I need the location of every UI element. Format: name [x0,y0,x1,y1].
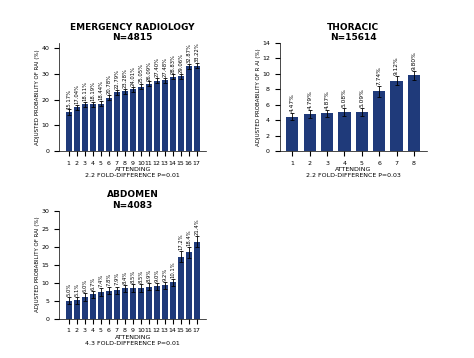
Text: 9.80%: 9.80% [411,51,416,70]
Bar [154,286,160,319]
Bar [90,295,96,319]
Text: 8.4%: 8.4% [122,270,127,284]
Text: 5.1%: 5.1% [74,282,79,296]
Bar [373,91,385,151]
Text: 22.79%: 22.79% [114,69,119,89]
Text: 7.74%: 7.74% [377,66,382,85]
Text: 18.11%: 18.11% [82,81,87,101]
Bar [162,80,167,151]
Text: 4.79%: 4.79% [307,91,312,110]
Bar [186,252,191,319]
Text: 28.83%: 28.83% [170,54,175,73]
Bar [338,112,351,151]
Bar [146,286,152,319]
Bar [74,107,80,151]
Text: 8.9%: 8.9% [146,268,151,282]
Bar [90,104,96,151]
Y-axis label: ADJUSTED PROBABILITY OF RAI (%): ADJUSTED PROBABILITY OF RAI (%) [35,49,40,145]
Text: 7.8%: 7.8% [106,272,111,286]
Bar [66,112,72,151]
Text: 7.4%: 7.4% [98,274,103,287]
Text: 27.40%: 27.40% [154,57,159,77]
Text: 18.4%: 18.4% [186,229,191,246]
Bar [194,242,200,319]
Bar [106,98,111,151]
Bar [138,288,144,319]
Text: 18.19%: 18.19% [90,81,95,101]
Bar [304,114,316,151]
Text: 9.2%: 9.2% [162,267,167,281]
Bar [82,297,88,319]
Bar [138,87,144,151]
Bar [130,288,136,319]
X-axis label: ATTENDING
2.2 FOLD-DIFFERENCE P=0.01: ATTENDING 2.2 FOLD-DIFFERENCE P=0.01 [85,167,180,178]
Text: 8.5%: 8.5% [138,270,143,283]
Bar [82,105,88,151]
Bar [321,113,333,151]
Text: 5.08%: 5.08% [342,88,347,107]
Bar [98,292,103,319]
Text: 17.04%: 17.04% [74,84,79,104]
Text: 23.28%: 23.28% [122,68,127,88]
Text: 33.22%: 33.22% [194,43,199,62]
Bar [286,117,299,151]
Bar [170,282,175,319]
Title: ABDOMEN
N=4083: ABDOMEN N=4083 [107,190,159,210]
Text: 9.12%: 9.12% [394,57,399,75]
Bar [154,81,160,151]
Text: 5.09%: 5.09% [359,88,365,107]
Title: EMERGENCY RADIOLOGY
N=4815: EMERGENCY RADIOLOGY N=4815 [71,23,195,42]
Text: 15.17%: 15.17% [66,89,71,109]
Bar [194,66,200,151]
Text: 9.0%: 9.0% [154,268,159,281]
Text: 6.7%: 6.7% [90,276,95,290]
Bar [186,67,191,151]
X-axis label: ATTENDING
4.3 FOLD-DIFFERENCE P=0.01: ATTENDING 4.3 FOLD-DIFFERENCE P=0.01 [85,335,180,345]
Bar [122,288,128,319]
Bar [356,112,368,151]
Text: 20.78%: 20.78% [106,74,111,94]
Title: THORACIC
N=15614: THORACIC N=15614 [327,23,379,42]
Text: 32.87%: 32.87% [186,43,191,63]
Y-axis label: ADJUSTED PROBABILITY OF RAI (%): ADJUSTED PROBABILITY OF RAI (%) [35,217,40,313]
Text: 29.06%: 29.06% [178,53,183,73]
Bar [162,285,167,319]
Bar [122,91,128,151]
X-axis label: ATTENDING
2.2 FOLD-DIFFERENCE P=0.03: ATTENDING 2.2 FOLD-DIFFERENCE P=0.03 [306,167,401,178]
Text: 24.01%: 24.01% [130,66,135,86]
Text: 26.09%: 26.09% [146,61,151,81]
Y-axis label: ADJUSTED PROBABILITY OF R AI (%): ADJUSTED PROBABILITY OF R AI (%) [255,48,261,146]
Bar [170,77,175,151]
Bar [408,76,420,151]
Bar [98,103,103,151]
Bar [178,76,183,151]
Text: 4.87%: 4.87% [325,90,329,109]
Bar [74,300,80,319]
Text: 10.1%: 10.1% [170,261,175,277]
Text: 5.0%: 5.0% [66,283,71,296]
Bar [130,89,136,151]
Text: 21.4%: 21.4% [194,218,199,235]
Bar [178,257,183,319]
Text: 7.9%: 7.9% [114,272,119,285]
Bar [106,290,111,319]
Bar [114,92,119,151]
Bar [146,84,152,151]
Text: 8.5%: 8.5% [130,270,135,283]
Bar [391,81,402,151]
Text: 25.05%: 25.05% [138,63,143,83]
Text: 17.2%: 17.2% [178,233,183,250]
Text: 6.0%: 6.0% [82,279,87,292]
Text: 18.44%: 18.44% [98,80,103,100]
Bar [66,301,72,319]
Text: 4.47%: 4.47% [290,93,295,112]
Text: 27.48%: 27.48% [162,57,167,77]
Bar [114,290,119,319]
